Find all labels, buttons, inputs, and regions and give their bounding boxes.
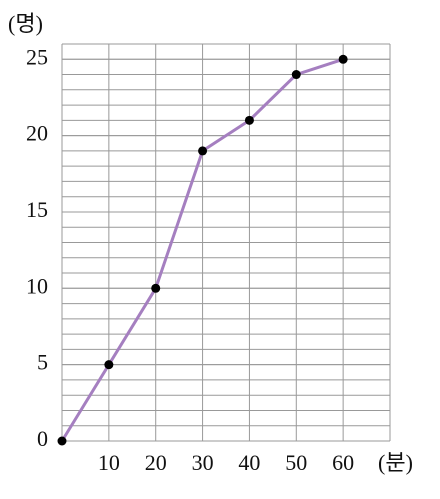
x-tick-label: 40 — [238, 450, 260, 475]
data-point — [291, 70, 301, 80]
x-tick-label: 10 — [98, 450, 120, 475]
data-point — [104, 360, 114, 370]
x-tick-label: 60 — [332, 450, 354, 475]
y-tick-label: 20 — [26, 121, 48, 146]
data-point — [338, 54, 348, 64]
data-point — [151, 283, 161, 293]
x-tick-label: 50 — [285, 450, 307, 475]
y-tick-label: 5 — [37, 350, 48, 375]
y-tick-label: 15 — [26, 197, 48, 222]
y-tick-label: 25 — [26, 44, 48, 69]
y-axis-label: (명) — [8, 11, 43, 36]
x-tick-label: 20 — [145, 450, 167, 475]
y-tick-label: 0 — [37, 426, 48, 451]
data-point — [198, 146, 208, 156]
y-tick-label: 10 — [26, 273, 48, 298]
x-tick-label: 30 — [192, 450, 214, 475]
x-axis-label: (분) — [378, 450, 413, 475]
data-point — [57, 436, 67, 446]
data-point — [244, 115, 254, 125]
